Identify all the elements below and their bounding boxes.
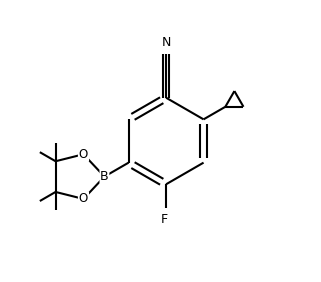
Text: O: O <box>79 192 88 206</box>
Text: F: F <box>161 213 168 226</box>
Text: O: O <box>79 148 88 161</box>
Text: N: N <box>161 36 171 49</box>
Text: B: B <box>100 170 109 183</box>
